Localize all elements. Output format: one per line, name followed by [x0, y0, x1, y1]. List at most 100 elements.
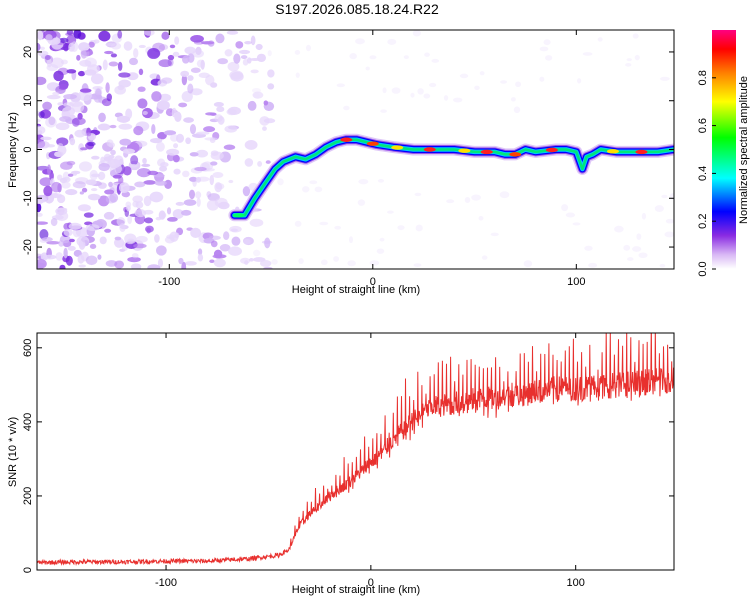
spectrogram-x-tick-label: 100 [567, 276, 585, 288]
spectrogram-noise-cell [110, 42, 122, 50]
spectrogram-noise-cell [117, 30, 123, 39]
spectrogram-noise-cell [57, 207, 68, 211]
spectrogram-noise-cell [134, 209, 147, 218]
spectrogram-noise-cell [97, 123, 111, 131]
snr-x-tick-label: -100 [155, 577, 177, 589]
spectrogram-noise-cell [194, 166, 207, 172]
spectrogram-noise-cell [204, 137, 218, 141]
snr-y-tick-label: 600 [22, 339, 34, 357]
spectrogram-noise-cell [147, 170, 159, 176]
spectrogram-noise-cell [210, 151, 224, 160]
spectrogram-noise-cell [122, 148, 136, 154]
spectrogram-noise-cell [217, 58, 229, 65]
spectrogram-noise-cell [429, 82, 437, 88]
spectrogram-noise-cell [118, 182, 130, 194]
spectrogram-ridge-peak [635, 149, 648, 155]
spectrogram-noise-cell [142, 157, 147, 165]
spectrogram-noise-cell [215, 33, 225, 44]
spectrogram-noise-cell [160, 162, 169, 168]
spectrogram-noise-cell [76, 54, 81, 61]
spectrogram-noise-cell [227, 61, 240, 72]
spectrogram-noise-cell [185, 137, 191, 145]
spectrogram-noise-cell [376, 248, 385, 254]
spectrogram-noise-cell [106, 93, 113, 102]
spectrogram-noise-cell [37, 221, 49, 225]
spectrogram-noise-cell [197, 253, 204, 262]
spectrogram-noise-cell [172, 208, 184, 219]
spectrogram-noise-cell [78, 89, 92, 101]
spectrogram-ridge-peak [480, 149, 493, 155]
spectrogram-noise-cell [479, 71, 485, 76]
spectrogram-noise-cell [105, 82, 110, 93]
spectrogram-noise-cell [196, 197, 201, 208]
spectrogram-noise-cell [69, 137, 76, 146]
spectrogram-noise-cell [190, 34, 204, 43]
spectrogram-noise-cell [515, 81, 522, 88]
spectrogram-noise-cell [46, 241, 60, 245]
spectrogram-ridge-peak [366, 141, 379, 146]
spectrogram-noise-cell [588, 262, 598, 268]
spectrogram-noise-cell [85, 255, 98, 266]
spectrogram-noise-cell [90, 73, 104, 85]
spectrogram-noise-cell [414, 192, 422, 197]
spectrogram-noise-cell [66, 69, 77, 74]
spectrogram-noise-cell [79, 88, 92, 93]
spectrogram-noise-cell [320, 259, 328, 266]
spectrogram-noise-cell [358, 178, 369, 185]
spectrogram-noise-cell [37, 30, 44, 41]
spectrogram-noise-cell [203, 126, 216, 133]
spectrogram-noise-cell [349, 53, 357, 60]
spectrogram-noise-cell [104, 189, 115, 195]
spectrogram-noise-cell [659, 263, 666, 268]
spectrogram-noise-cell [212, 171, 224, 179]
spectrogram-noise-cell [108, 181, 113, 188]
spectrogram-noise-cell [86, 132, 92, 137]
spectrogram-noise-cell [118, 123, 133, 130]
spectrogram-noise-cell [71, 101, 85, 113]
spectrogram-noise-cell [565, 212, 576, 218]
spectrogram-noise-cell [417, 88, 424, 95]
spectrogram-noise-cell [161, 77, 173, 84]
spectrogram-noise-cell [181, 74, 188, 86]
spectrogram-noise-cell [224, 125, 238, 133]
spectrogram-noise-cell [175, 201, 185, 206]
spectrogram-noise-cell [138, 44, 146, 49]
spectrogram-noise-cell [347, 260, 356, 267]
spectrogram-x-tick-label: 0 [370, 276, 376, 288]
spectrogram-noise-cell [72, 117, 86, 126]
spectrogram-noise-cell [77, 204, 91, 212]
spectrogram-noise-cell [119, 138, 132, 146]
spectrogram-noise-cell [343, 105, 350, 111]
spectrogram-noise-cell [80, 147, 88, 151]
snr-frame [36, 332, 675, 571]
spectrogram-noise-cell [87, 141, 96, 147]
spectrogram-noise-cell [118, 72, 131, 78]
spectrogram-noise-cell [267, 50, 272, 57]
spectrogram-noise-cell [244, 41, 252, 45]
spectrogram-noise-cell [294, 220, 302, 227]
spectrogram-noise-cell [58, 239, 65, 247]
spectrogram-noise-cell [154, 234, 160, 243]
spectrogram-noise-cell [238, 49, 251, 55]
spectrogram-noise-cell [92, 86, 103, 91]
colorbar-tick-label: 0.0 [697, 261, 709, 276]
spectrogram-noise-cell [256, 53, 267, 63]
spectrogram-noise-cell [83, 212, 94, 218]
spectrogram-noise-cell [52, 193, 63, 199]
spectrogram-noise-cell [474, 85, 480, 90]
spectrogram-noise-cell [161, 31, 170, 40]
spectrogram-noise-cell [68, 42, 75, 52]
spectrogram-noise-cell [169, 44, 176, 49]
spectrogram-noise-cell [108, 142, 116, 148]
spectrogram-noise-cell [523, 260, 533, 268]
spectrogram-noise-cell [63, 43, 69, 52]
spectrogram-noise-cell [224, 49, 233, 57]
spectrogram-noise-cell [42, 101, 53, 111]
spectrogram-y-tick-label: -10 [22, 190, 34, 206]
spectrogram-noise-cell [431, 58, 440, 63]
spectrogram-ridge-peak [423, 147, 436, 152]
spectrogram-noise-cell [294, 49, 301, 55]
spectrogram-noise-cell [180, 209, 192, 216]
spectrogram-noise-cell [81, 187, 88, 193]
spectrogram-noise-cell [137, 86, 146, 92]
